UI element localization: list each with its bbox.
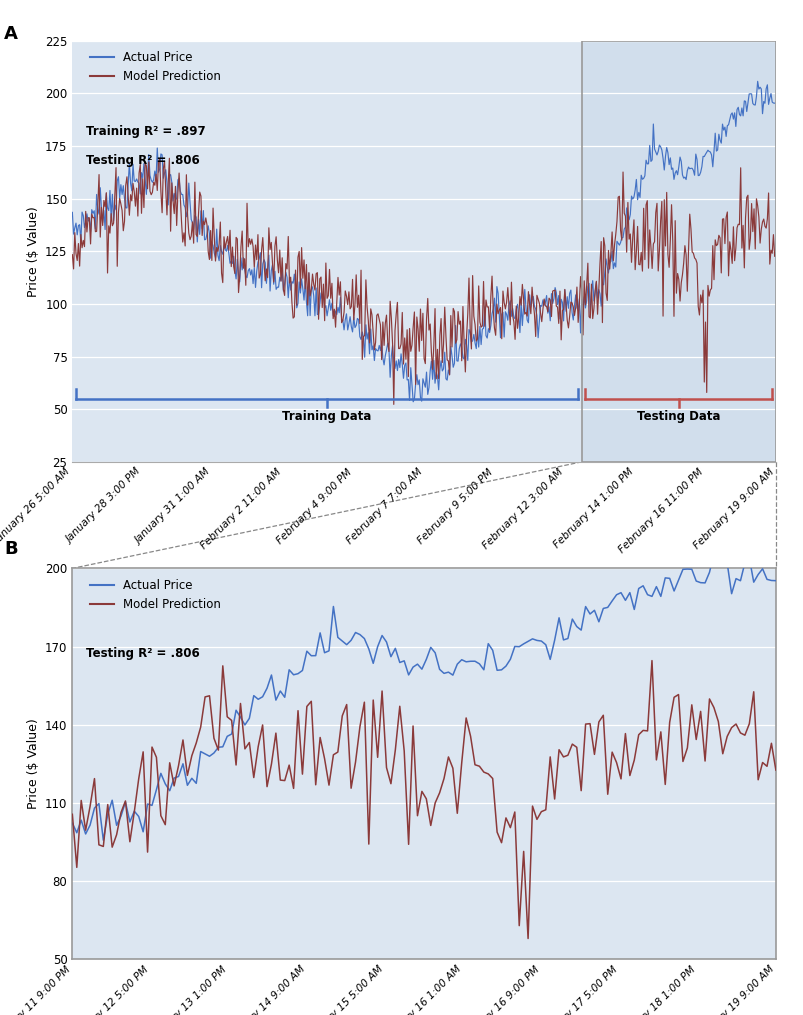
Bar [581, 41, 775, 462]
Text: Testing R² = .806: Testing R² = .806 [86, 154, 200, 167]
Text: Training Data: Training Data [282, 410, 371, 423]
Bar [581, 41, 775, 462]
Text: Testing R² = .806: Testing R² = .806 [86, 647, 200, 660]
Text: Testing Data: Testing Data [636, 410, 719, 423]
Legend: Actual Price, Model Prediction: Actual Price, Model Prediction [85, 574, 226, 616]
Y-axis label: Price ($ Value): Price ($ Value) [26, 206, 39, 296]
Y-axis label: Price ($ Value): Price ($ Value) [26, 719, 39, 809]
Text: A: A [4, 25, 18, 44]
Text: Training R² = .897: Training R² = .897 [86, 125, 206, 138]
Text: B: B [4, 540, 18, 558]
Legend: Actual Price, Model Prediction: Actual Price, Model Prediction [85, 47, 226, 88]
